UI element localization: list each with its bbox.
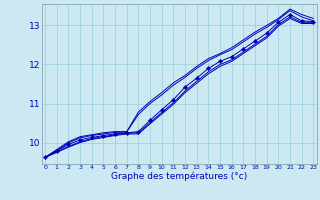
- X-axis label: Graphe des températures (°c): Graphe des températures (°c): [111, 172, 247, 181]
